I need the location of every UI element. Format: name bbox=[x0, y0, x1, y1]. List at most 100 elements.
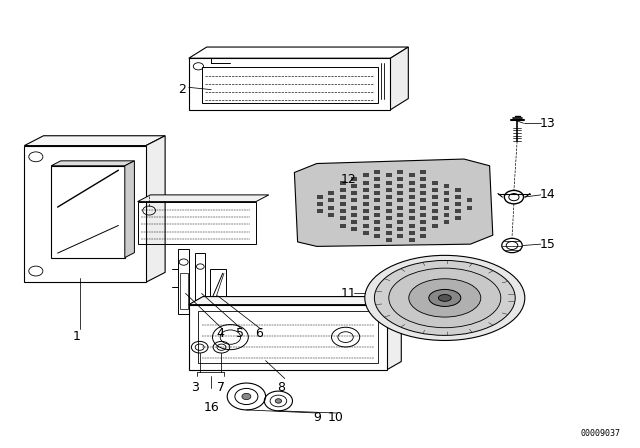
Bar bbox=[432, 181, 438, 185]
Polygon shape bbox=[189, 47, 408, 58]
Bar bbox=[328, 191, 334, 195]
Bar bbox=[409, 173, 415, 177]
Bar bbox=[420, 170, 426, 174]
Text: 14: 14 bbox=[540, 188, 555, 202]
Bar bbox=[374, 213, 380, 217]
Bar bbox=[351, 213, 357, 217]
Bar bbox=[444, 184, 449, 188]
Bar bbox=[420, 177, 426, 181]
Bar bbox=[432, 202, 438, 206]
Bar bbox=[420, 220, 426, 224]
Bar bbox=[386, 238, 392, 242]
Bar bbox=[340, 188, 346, 192]
Text: 11: 11 bbox=[341, 287, 356, 300]
Ellipse shape bbox=[438, 294, 451, 302]
Bar bbox=[432, 209, 438, 213]
Text: 3: 3 bbox=[191, 381, 199, 394]
Text: 2: 2 bbox=[179, 83, 186, 96]
Bar bbox=[444, 198, 449, 202]
Ellipse shape bbox=[388, 268, 500, 328]
Text: 13: 13 bbox=[540, 116, 555, 130]
Polygon shape bbox=[294, 159, 493, 246]
Bar bbox=[409, 209, 415, 213]
Bar bbox=[198, 311, 378, 363]
Bar bbox=[420, 184, 426, 188]
Polygon shape bbox=[146, 136, 165, 282]
Bar bbox=[328, 213, 334, 217]
Bar bbox=[386, 209, 392, 213]
Polygon shape bbox=[24, 136, 165, 146]
Bar bbox=[420, 198, 426, 202]
Bar bbox=[363, 188, 369, 192]
Bar bbox=[432, 216, 438, 220]
Bar bbox=[432, 188, 438, 192]
Bar bbox=[409, 188, 415, 192]
Text: 6: 6 bbox=[255, 327, 263, 340]
Ellipse shape bbox=[409, 279, 481, 317]
Bar bbox=[351, 206, 357, 210]
Text: 4: 4 bbox=[217, 327, 225, 340]
Text: 15: 15 bbox=[540, 237, 555, 251]
Bar bbox=[180, 273, 188, 309]
Bar bbox=[317, 202, 323, 206]
Bar bbox=[351, 198, 357, 202]
Bar bbox=[409, 202, 415, 206]
Bar bbox=[351, 177, 357, 181]
Bar bbox=[189, 305, 387, 370]
Bar bbox=[189, 58, 390, 110]
Bar bbox=[374, 177, 380, 181]
Bar bbox=[409, 224, 415, 228]
Ellipse shape bbox=[374, 260, 515, 336]
Bar bbox=[409, 195, 415, 199]
Bar bbox=[195, 253, 205, 309]
Text: 7: 7 bbox=[217, 381, 225, 394]
Bar bbox=[467, 206, 472, 210]
Bar bbox=[397, 198, 403, 202]
Bar bbox=[397, 213, 403, 217]
Bar bbox=[340, 209, 346, 213]
Bar bbox=[386, 195, 392, 199]
Bar bbox=[178, 249, 189, 314]
Bar bbox=[432, 224, 438, 228]
Bar bbox=[397, 234, 403, 238]
Bar bbox=[363, 231, 369, 235]
Bar bbox=[351, 220, 357, 224]
Bar bbox=[363, 195, 369, 199]
Bar bbox=[444, 206, 449, 210]
Polygon shape bbox=[138, 195, 269, 202]
Bar bbox=[397, 170, 403, 174]
Bar bbox=[24, 146, 146, 282]
Bar bbox=[467, 198, 472, 202]
Text: 9: 9 bbox=[313, 411, 321, 424]
Polygon shape bbox=[387, 297, 401, 370]
Bar bbox=[397, 206, 403, 210]
Bar bbox=[317, 209, 323, 213]
Bar bbox=[397, 184, 403, 188]
Bar bbox=[374, 206, 380, 210]
Bar bbox=[432, 195, 438, 199]
Bar bbox=[374, 170, 380, 174]
Bar bbox=[455, 195, 461, 199]
Text: 8: 8 bbox=[278, 381, 285, 394]
Bar bbox=[386, 224, 392, 228]
Bar bbox=[351, 184, 357, 188]
Bar bbox=[420, 213, 426, 217]
Bar bbox=[363, 216, 369, 220]
Bar bbox=[363, 202, 369, 206]
Bar bbox=[317, 195, 323, 199]
Bar bbox=[386, 181, 392, 185]
Bar bbox=[386, 202, 392, 206]
Circle shape bbox=[242, 393, 251, 400]
Text: 1: 1 bbox=[73, 329, 81, 343]
Bar bbox=[455, 202, 461, 206]
Bar bbox=[397, 191, 403, 195]
Polygon shape bbox=[51, 161, 134, 166]
Bar bbox=[386, 231, 392, 235]
Text: 10: 10 bbox=[328, 411, 344, 424]
Bar bbox=[409, 216, 415, 220]
Bar bbox=[138, 202, 256, 244]
Bar bbox=[374, 198, 380, 202]
Polygon shape bbox=[125, 161, 134, 258]
Ellipse shape bbox=[365, 255, 525, 340]
Text: 16: 16 bbox=[204, 401, 219, 414]
